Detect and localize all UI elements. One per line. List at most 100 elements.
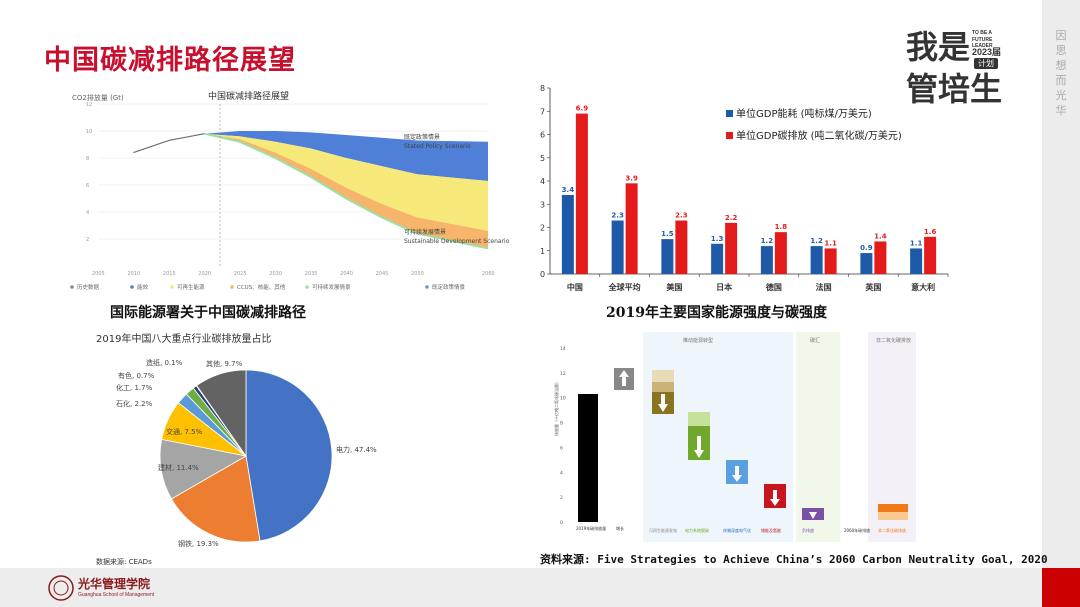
iea-x-tick: 2020: [198, 271, 211, 277]
iea-legend-item: CCUS、核能、其他: [237, 283, 286, 291]
gdp-bar: [711, 243, 724, 274]
sidebar-text: 因思想 而光华: [1055, 29, 1067, 117]
pie-source: 数据来源: CEADs: [96, 557, 152, 566]
iea-y-tick: 6: [86, 183, 89, 189]
gdp-bar-label: 2.3: [611, 212, 624, 220]
pie-slice: [196, 369, 247, 458]
gdp-bar-label: 3.9: [625, 174, 638, 182]
logo-future: FUTURE LEADER: [972, 37, 993, 49]
gdp-legend-item: 单位GDP碳排放 (吨二氧化碳/万美元): [736, 129, 902, 142]
footer-logo-cn: 光华管理学院: [78, 577, 151, 591]
gdp-category-label: 日本: [716, 282, 732, 292]
gdp-category-label: 美国: [666, 282, 682, 292]
label-growth: 增长: [616, 525, 624, 531]
iea-x-tick: 2025: [234, 271, 247, 277]
step-power-decarb-light: [688, 412, 710, 426]
iea-pathway-chart: CO2排放量 (Gt) 中国碳减排路径展望 12 10 8 6 4 2 2005 2010 20…: [70, 90, 510, 291]
iea-legend-marker: [305, 285, 309, 289]
logo-plan: 计划: [974, 58, 998, 69]
negative-arrow-icon: [809, 512, 817, 519]
iea-annot-sds-cn: 可持续发展情景: [404, 228, 446, 236]
gdp-category-label: 英国: [864, 282, 881, 292]
pie-label: 其他, 9.7%: [206, 359, 243, 368]
section-sink-label: 碳汇: [810, 337, 820, 344]
gdp-bar: [760, 246, 773, 274]
pie-label: 电力, 47.4%: [336, 445, 377, 454]
strategies-y-tick: 14: [560, 346, 566, 352]
pie-title: 2019年中国八大重点行业碳排放量占比: [96, 332, 271, 345]
iea-legend-item: 可持续发展情景: [312, 283, 351, 291]
strategies-ylabel: 排放量（十亿吨二氧化碳当量）: [553, 380, 559, 436]
section-sink-bg: [796, 332, 840, 542]
iea-x-tick: 2005: [92, 271, 105, 277]
hydrogen-arrow-icon: [770, 490, 780, 506]
iea-ylabel: CO2排放量 (Gt): [72, 93, 124, 102]
gdp-bar: [810, 246, 823, 274]
iea-legend-item: 可再生能源: [177, 283, 205, 291]
iea-annot-stated-en: Stated Policy Scenario: [404, 143, 471, 150]
gdp-y-tick: 6: [540, 131, 545, 140]
gdp-intensity-chart: 0 1 2 3 4 5 6 7 8 中国 3.4 6.9 全球平均 2.3 3.9 美国 1.5 2.3 日本 1.…: [540, 84, 949, 292]
gdp-category-label: 中国: [567, 282, 583, 292]
gdp-bar-label: 1.6: [924, 228, 937, 236]
renewables-arrow-icon: [658, 394, 668, 412]
step-renewables-light: [652, 370, 674, 382]
strategies-chart: 推动能源转型 碳汇 非二氧化碳排放 0 2 4 6 8 10 12 14 排放量（十亿吨二氧化…: [553, 332, 916, 542]
pie-slices: [159, 369, 333, 543]
gdp-bar-label: 1.3: [711, 235, 724, 243]
pie-label: 有色, 0.7%: [118, 371, 155, 380]
gdp-bar: [611, 220, 624, 274]
gdp-bar: [774, 232, 787, 274]
gdp-y-tick: 7: [540, 107, 545, 116]
gdp-bar: [675, 220, 688, 274]
iea-legend-marker: [230, 285, 234, 289]
iea-x-tick: 2015: [163, 271, 176, 277]
strategies-y-tick: 12: [560, 371, 566, 377]
section-nonco2-label: 非二氧化碳排放: [876, 337, 911, 344]
strategies-axis: 0 2 4 6 8 10 12 14: [560, 346, 566, 526]
gdp-y-tick: 1: [540, 247, 545, 256]
step-nonco2-dark: [878, 504, 908, 512]
iea-x-tick: 2030: [269, 271, 282, 277]
gdp-y-tick: 2: [540, 224, 545, 233]
strategies-y-tick: 6: [560, 445, 563, 451]
iea-legend-marker: [130, 285, 134, 289]
gdp-bar-label: 3.4: [562, 186, 575, 194]
iea-x-tick: 2035: [305, 271, 318, 277]
gdp-bar-label: 1.1: [824, 239, 837, 247]
gdp-bar-label: 1.1: [910, 239, 923, 247]
line-history: [133, 133, 205, 154]
pie-label: 钢铁, 19.3%: [178, 539, 219, 548]
label-step-renewables: 可再生能源发电: [649, 527, 677, 533]
section-energy-bg: [643, 332, 793, 542]
iea-legend-item: 既定政策情景: [432, 283, 466, 291]
power-arrow-icon: [694, 436, 704, 458]
line-sustainable: [204, 132, 489, 250]
iea-annot-stated-cn: 既定政策情景: [404, 133, 440, 141]
pie-slice: [170, 455, 261, 543]
iea-legend-item: 能效: [137, 283, 149, 291]
iea-legend-marker: [70, 285, 74, 289]
gdp-y-tick: 3: [540, 200, 545, 209]
footer-bar: 光华管理学院 Guanghua School of Management: [0, 568, 1080, 607]
gdp-bar-label: 0.9: [860, 244, 873, 252]
iea-x-tick: 2050: [411, 271, 424, 277]
label-step-electrification: 终端深度电气化: [723, 527, 751, 533]
label-step-power: 电力系统脱碳: [685, 527, 709, 533]
logo-line1: 我是: [906, 28, 971, 66]
electrification-arrow-icon: [732, 466, 742, 482]
gdp-y-tick: 5: [540, 154, 545, 163]
gdp-bars: 中国3.46.9全球平均2.33.9美国1.52.3日本1.32.2德国1.21…: [561, 105, 949, 292]
source-note: 资料来源: Five Strategies to Achieve China’s…: [540, 553, 1048, 566]
gdp-bar: [910, 248, 923, 274]
gdp-bar: [561, 194, 574, 274]
gdp-bar-label: 6.9: [576, 105, 589, 113]
pie-label: 建材, 11.4%: [158, 463, 199, 472]
iea-x-tick: 2040: [340, 271, 353, 277]
pie-label: 石化, 2.2%: [116, 399, 153, 408]
gdp-bar-label: 1.2: [810, 237, 823, 245]
iea-x-tick: 2060: [482, 271, 495, 277]
iea-caption: 国际能源署关于中国碳减排路径: [110, 305, 306, 321]
gdp-bar: [575, 113, 588, 274]
gdp-bar: [860, 253, 873, 274]
